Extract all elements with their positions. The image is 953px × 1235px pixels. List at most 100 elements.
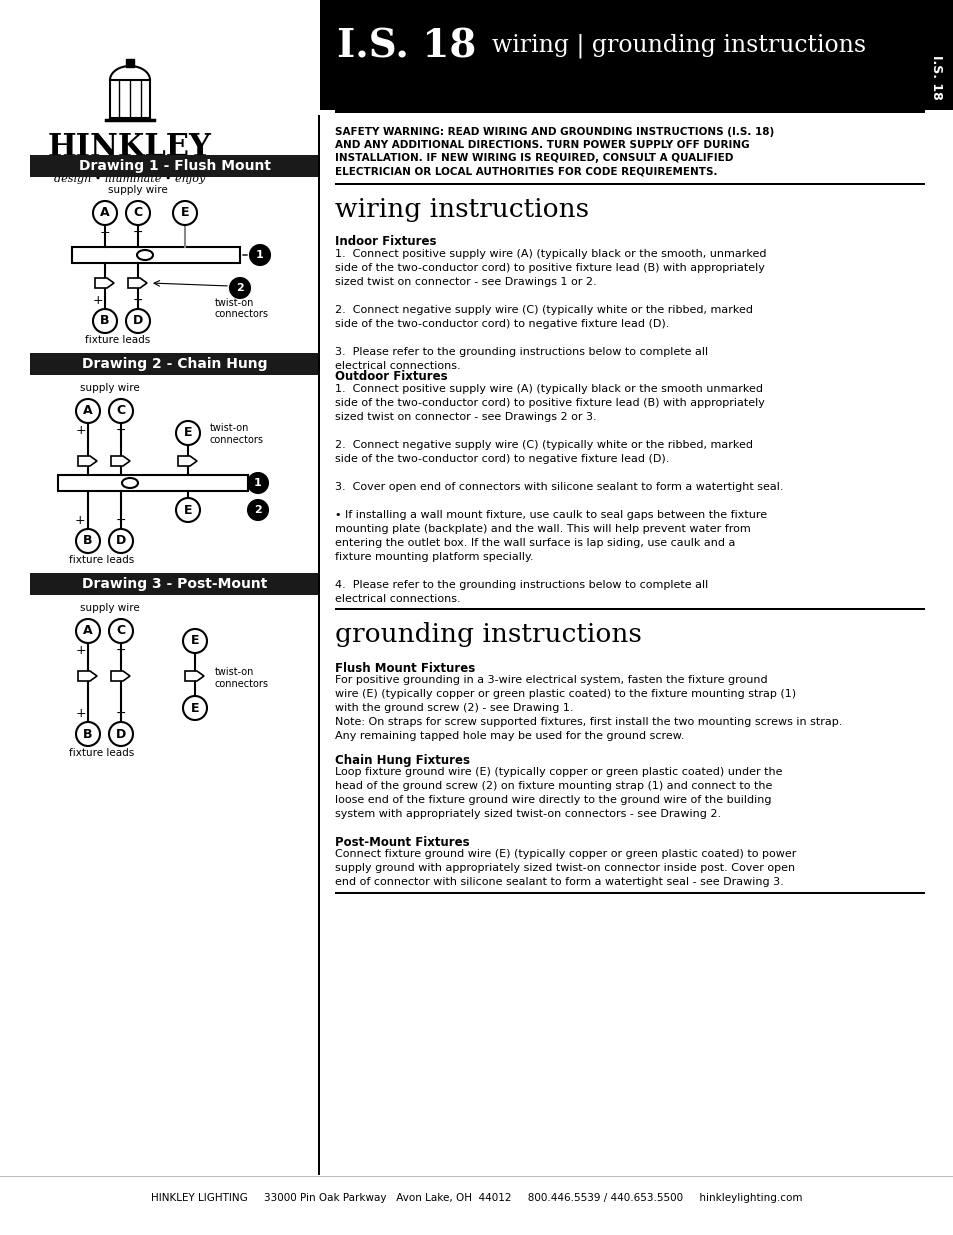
Text: B: B: [83, 727, 92, 741]
Circle shape: [109, 619, 132, 643]
Text: HINKLEY: HINKLEY: [48, 132, 212, 163]
Polygon shape: [78, 456, 97, 466]
Text: fixture leads: fixture leads: [70, 748, 134, 758]
Text: +: +: [75, 706, 86, 720]
Text: Drawing 2 - Chain Hung: Drawing 2 - Chain Hung: [82, 357, 268, 370]
Circle shape: [76, 619, 100, 643]
Ellipse shape: [122, 478, 138, 488]
Text: −: −: [115, 514, 126, 527]
Bar: [335, 608, 924, 610]
Text: −: −: [132, 226, 143, 240]
Bar: [335, 183, 924, 185]
Text: −: −: [115, 424, 126, 437]
Text: design • illuminate • enjoy: design • illuminate • enjoy: [54, 174, 206, 184]
Text: twist-on: twist-on: [214, 667, 254, 677]
Text: AND ANY ADDITIONAL DIRECTIONS. TURN POWER SUPPLY OFF DURING: AND ANY ADDITIONAL DIRECTIONS. TURN POWE…: [335, 140, 749, 149]
Text: supply wire: supply wire: [80, 383, 139, 393]
Text: Outdoor Fixtures: Outdoor Fixtures: [335, 370, 447, 383]
Bar: [30, 353, 319, 375]
Text: Drawing 3 - Post-Mount: Drawing 3 - Post-Mount: [82, 577, 268, 592]
Polygon shape: [178, 456, 196, 466]
Text: −: −: [115, 706, 126, 720]
Polygon shape: [78, 671, 97, 680]
Ellipse shape: [137, 249, 152, 261]
Circle shape: [76, 529, 100, 553]
Circle shape: [76, 722, 100, 746]
Circle shape: [92, 201, 117, 225]
Text: 2: 2: [253, 505, 262, 515]
Text: Loop fixture ground wire (E) (typically copper or green plastic coated) under th: Loop fixture ground wire (E) (typically …: [335, 767, 781, 819]
Circle shape: [126, 309, 150, 333]
Text: Connect fixture ground wire (E) (typically copper or green plastic coated) to po: Connect fixture ground wire (E) (typical…: [335, 848, 796, 887]
Bar: [58, 475, 248, 492]
Circle shape: [248, 500, 268, 520]
Text: wiring instructions: wiring instructions: [335, 198, 589, 222]
Text: fixture leads: fixture leads: [85, 335, 151, 345]
Bar: [126, 59, 133, 67]
Text: 2: 2: [236, 283, 244, 293]
Text: B: B: [83, 535, 92, 547]
Text: E: E: [184, 504, 193, 516]
Text: Flush Mount Fixtures: Flush Mount Fixtures: [335, 662, 475, 676]
Circle shape: [230, 278, 250, 298]
Text: connectors: connectors: [214, 309, 269, 319]
Text: connectors: connectors: [214, 679, 269, 689]
Text: INSTALLATION. IF NEW WIRING IS REQUIRED, CONSULT A QUALIFIED: INSTALLATION. IF NEW WIRING IS REQUIRED,…: [335, 153, 733, 163]
Circle shape: [175, 498, 200, 522]
Circle shape: [175, 421, 200, 445]
Text: A: A: [100, 206, 110, 220]
Bar: [71, 247, 240, 263]
Text: B: B: [100, 315, 110, 327]
Circle shape: [126, 201, 150, 225]
Bar: [317, 115, 319, 1174]
Polygon shape: [111, 671, 130, 680]
Text: +: +: [75, 643, 86, 657]
Text: D: D: [132, 315, 143, 327]
Text: D: D: [115, 727, 126, 741]
Circle shape: [183, 697, 207, 720]
Circle shape: [172, 201, 196, 225]
Polygon shape: [95, 278, 113, 288]
Circle shape: [92, 309, 117, 333]
Text: 1.  Connect positive supply wire (A) (typically black or the smooth unmarked
sid: 1. Connect positive supply wire (A) (typ…: [335, 384, 782, 604]
Text: twist-on: twist-on: [210, 424, 249, 433]
Text: −: −: [115, 643, 126, 657]
Circle shape: [248, 473, 268, 493]
Text: 1.  Connect positive supply wire (A) (typically black or the smooth, unmarked
si: 1. Connect positive supply wire (A) (typ…: [335, 249, 765, 370]
Bar: [30, 573, 319, 595]
Text: 1: 1: [253, 478, 262, 488]
Text: Post-Mount Fixtures: Post-Mount Fixtures: [335, 836, 469, 848]
Text: +: +: [75, 424, 86, 437]
Text: twist-on: twist-on: [214, 298, 254, 308]
Bar: [919, 0, 953, 110]
Circle shape: [109, 399, 132, 424]
Text: grounding instructions: grounding instructions: [335, 622, 641, 647]
Text: connectors: connectors: [210, 435, 264, 445]
Text: Drawing 1 - Flush Mount: Drawing 1 - Flush Mount: [79, 159, 271, 173]
Circle shape: [250, 245, 270, 266]
Text: +: +: [74, 514, 85, 527]
Text: ELECTRICIAN OR LOCAL AUTHORITIES FOR CODE REQUIREMENTS.: ELECTRICIAN OR LOCAL AUTHORITIES FOR COD…: [335, 165, 717, 177]
Text: I.S. 18: I.S. 18: [929, 56, 943, 100]
Text: For positive grounding in a 3-wire electrical system, fasten the fixture ground
: For positive grounding in a 3-wire elect…: [335, 676, 841, 741]
Bar: [30, 156, 319, 177]
Text: fixture leads: fixture leads: [70, 555, 134, 564]
Text: −: −: [132, 294, 143, 308]
Text: +: +: [92, 294, 103, 308]
Polygon shape: [111, 456, 130, 466]
Circle shape: [76, 399, 100, 424]
Text: SAFETY WARNING: READ WIRING AND GROUNDING INSTRUCTIONS (I.S. 18): SAFETY WARNING: READ WIRING AND GROUNDIN…: [335, 127, 774, 137]
Text: Chain Hung Fixtures: Chain Hung Fixtures: [335, 755, 470, 767]
Text: C: C: [133, 206, 142, 220]
Text: C: C: [116, 405, 126, 417]
Bar: [319, 0, 919, 110]
Circle shape: [109, 722, 132, 746]
Text: L I G H T I N G: L I G H T I N G: [77, 157, 183, 170]
Circle shape: [183, 629, 207, 653]
Text: I.S. 18: I.S. 18: [336, 28, 476, 65]
Text: +: +: [99, 226, 111, 240]
Text: E: E: [184, 426, 193, 440]
Text: A: A: [83, 405, 92, 417]
Bar: [110, 80, 150, 119]
Text: Indoor Fixtures: Indoor Fixtures: [335, 235, 436, 248]
